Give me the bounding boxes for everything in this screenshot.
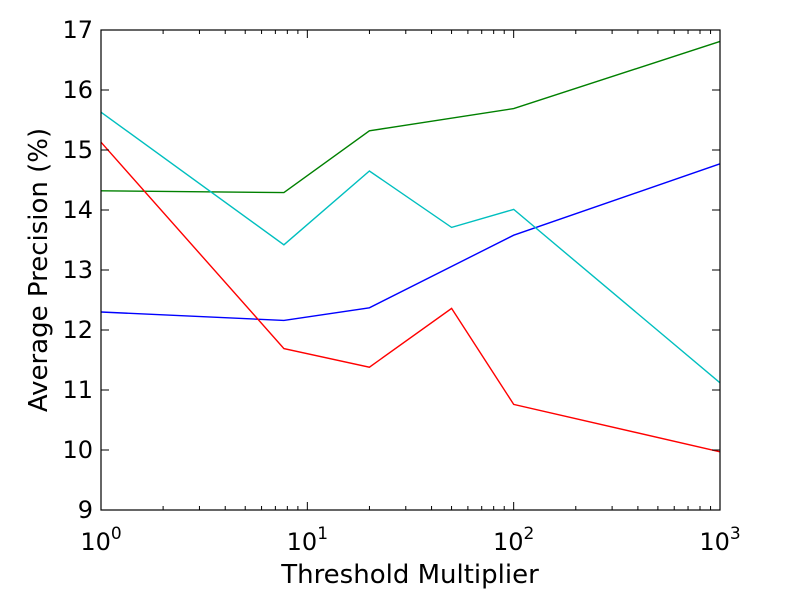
x-tick-label: 103 [699, 524, 740, 556]
y-axis-label: Average Precision (%) [24, 128, 54, 412]
x-tick-label: 101 [287, 524, 328, 556]
y-tick-label: 10 [62, 436, 93, 464]
y-tick-label: 17 [62, 16, 93, 44]
series-line-3 [100, 141, 721, 453]
series-layer [100, 40, 721, 453]
series-line-2 [100, 40, 721, 194]
series-line-1 [100, 163, 721, 322]
x-tick-label: 102 [493, 524, 534, 556]
y-tick-label: 12 [62, 316, 93, 344]
series-line-4 [100, 111, 721, 384]
y-tick-label: 9 [78, 496, 93, 524]
y-tick-label: 11 [62, 376, 93, 404]
x-tick-label: 100 [80, 524, 121, 556]
y-tick-label: 14 [62, 196, 93, 224]
x-axis-label: Threshold Multiplier [280, 560, 539, 590]
tick-layer: 9 10 11 12 13 14 15 16 17 100 101 102 103 [62, 16, 740, 556]
y-tick-label: 16 [62, 76, 93, 104]
y-tick-label: 15 [62, 136, 93, 164]
y-tick-label: 13 [62, 256, 93, 284]
plot-frame [100, 29, 721, 511]
